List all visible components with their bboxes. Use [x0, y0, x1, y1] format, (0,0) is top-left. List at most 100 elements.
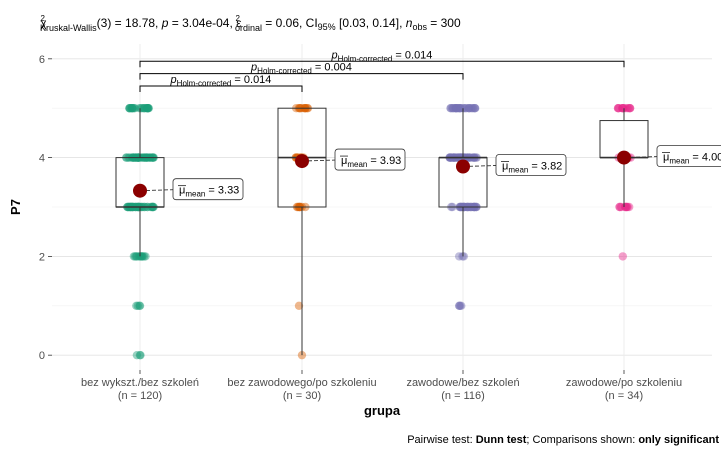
comparison-p-sub: Holm-corrected: [257, 67, 312, 76]
x-axis: bez wykszt./bez szkoleń(n = 120) bez zawo…: [81, 370, 682, 402]
data-point: [464, 104, 474, 113]
data-point: [131, 252, 141, 261]
data-point: [451, 104, 460, 113]
data-point: [464, 104, 474, 113]
data-point: [134, 252, 143, 261]
data-point: [129, 104, 139, 113]
comparison-p: p: [250, 62, 257, 74]
data-point: [136, 252, 146, 261]
y-axis: 0 2 4 6: [39, 54, 52, 362]
mean-label: μmean = 3.82: [502, 160, 562, 174]
data-point: [455, 301, 464, 310]
x-tick-label: bez zawodowego/po szkoleniu: [227, 377, 376, 389]
mean-label-box: [334, 148, 406, 171]
data-point: [125, 104, 134, 113]
data-point: [446, 104, 455, 113]
subtitle-eff-sup: 2: [235, 14, 240, 23]
mean-label-value: = 3.33: [205, 185, 239, 197]
data-point: [130, 104, 139, 113]
data-point: [620, 202, 630, 212]
data-point: [135, 301, 144, 310]
comparison-p-value: = 0.004: [312, 62, 352, 74]
data-point: [621, 202, 630, 212]
mean-point: [133, 183, 147, 198]
data-point: [133, 301, 142, 310]
mean-label-value: = 3.93: [367, 155, 401, 167]
data-point: [144, 104, 153, 113]
mean-connector: [623, 156, 658, 159]
data-point: [618, 252, 628, 261]
data-point: [459, 104, 469, 113]
data-point: [144, 104, 153, 113]
data-point: [619, 104, 628, 113]
data-point: [625, 104, 635, 113]
mean-label-sub: mean: [185, 190, 205, 199]
data-point: [470, 104, 479, 113]
x-tick-n-label: (n = 120): [118, 390, 162, 402]
data-point: [468, 104, 477, 113]
mean-label-sub: mean: [347, 160, 367, 169]
data-point: [451, 104, 461, 113]
mean-label-symbol: μ: [341, 155, 347, 167]
comparison-p-value: = 0.014: [392, 49, 432, 61]
data-point: [470, 104, 479, 113]
subtitle-stat-rest: (3) = 18.78,: [97, 16, 162, 30]
data-point: [613, 104, 623, 113]
comparison-label: pHolm-corrected = 0.014: [170, 74, 272, 88]
data-point: [462, 104, 471, 113]
subtitle-stat-sub: Kruskal-Wallis: [40, 23, 97, 33]
data-point: [451, 104, 460, 113]
y-tick-label: 2: [39, 251, 45, 263]
data-point: [127, 104, 137, 113]
jitter-points: [121, 104, 635, 360]
data-point: [625, 104, 634, 113]
mean-label-box: [172, 178, 244, 201]
data-point: [623, 104, 632, 113]
data-point: [132, 301, 141, 310]
data-point: [452, 104, 462, 113]
subtitle-ci-sub: 95%: [318, 22, 336, 32]
x-tick-n-label: (n = 116): [441, 390, 485, 402]
mean-connector: [139, 189, 174, 192]
data-point: [457, 301, 466, 310]
data-point: [466, 104, 476, 113]
data-point: [615, 202, 624, 212]
caption-prefix: Pairwise test:: [407, 434, 475, 446]
mean-label-box: [495, 154, 567, 176]
data-point: [454, 104, 464, 113]
data-point: [135, 350, 145, 360]
subtitle-text: χ2 Kruskal-Wallis(3) = 18.78, p = 3.04e-0…: [40, 14, 461, 33]
mean-label-symbol: μ: [502, 160, 508, 172]
data-point: [446, 104, 455, 113]
data-point: [454, 252, 464, 261]
data-point: [464, 104, 474, 113]
data-point: [143, 104, 153, 113]
data-point: [614, 104, 624, 113]
data-point: [136, 104, 146, 113]
mean-label-value: = 4.00: [689, 152, 721, 164]
data-point: [143, 104, 152, 113]
caption-test: Dunn test: [476, 434, 527, 446]
data-point: [447, 104, 457, 113]
mean-point: [617, 150, 631, 165]
data-point: [127, 104, 136, 113]
data-point: [139, 252, 149, 261]
comparison-bracket: [139, 85, 303, 92]
mean-connector: [462, 165, 497, 167]
mean-label-box: [656, 145, 721, 168]
mean-label-sub: mean: [669, 157, 689, 166]
data-point: [130, 252, 140, 261]
data-point: [471, 104, 480, 113]
data-point: [618, 104, 628, 113]
data-point: [140, 104, 149, 113]
mean-label: μmean = 3.93: [341, 155, 401, 169]
data-point: [137, 252, 146, 261]
y-tick-label: 6: [39, 54, 45, 66]
subtitle-eff-rest: = 0.06, CI: [262, 16, 318, 30]
mean-label: μmean = 3.33: [179, 185, 239, 199]
comparison-label: pHolm-corrected = 0.004: [250, 62, 352, 76]
subtitle: χ2 Kruskal-Wallis(3) = 18.78, p = 3.04e-0…: [40, 14, 461, 33]
data-point: [623, 202, 632, 212]
